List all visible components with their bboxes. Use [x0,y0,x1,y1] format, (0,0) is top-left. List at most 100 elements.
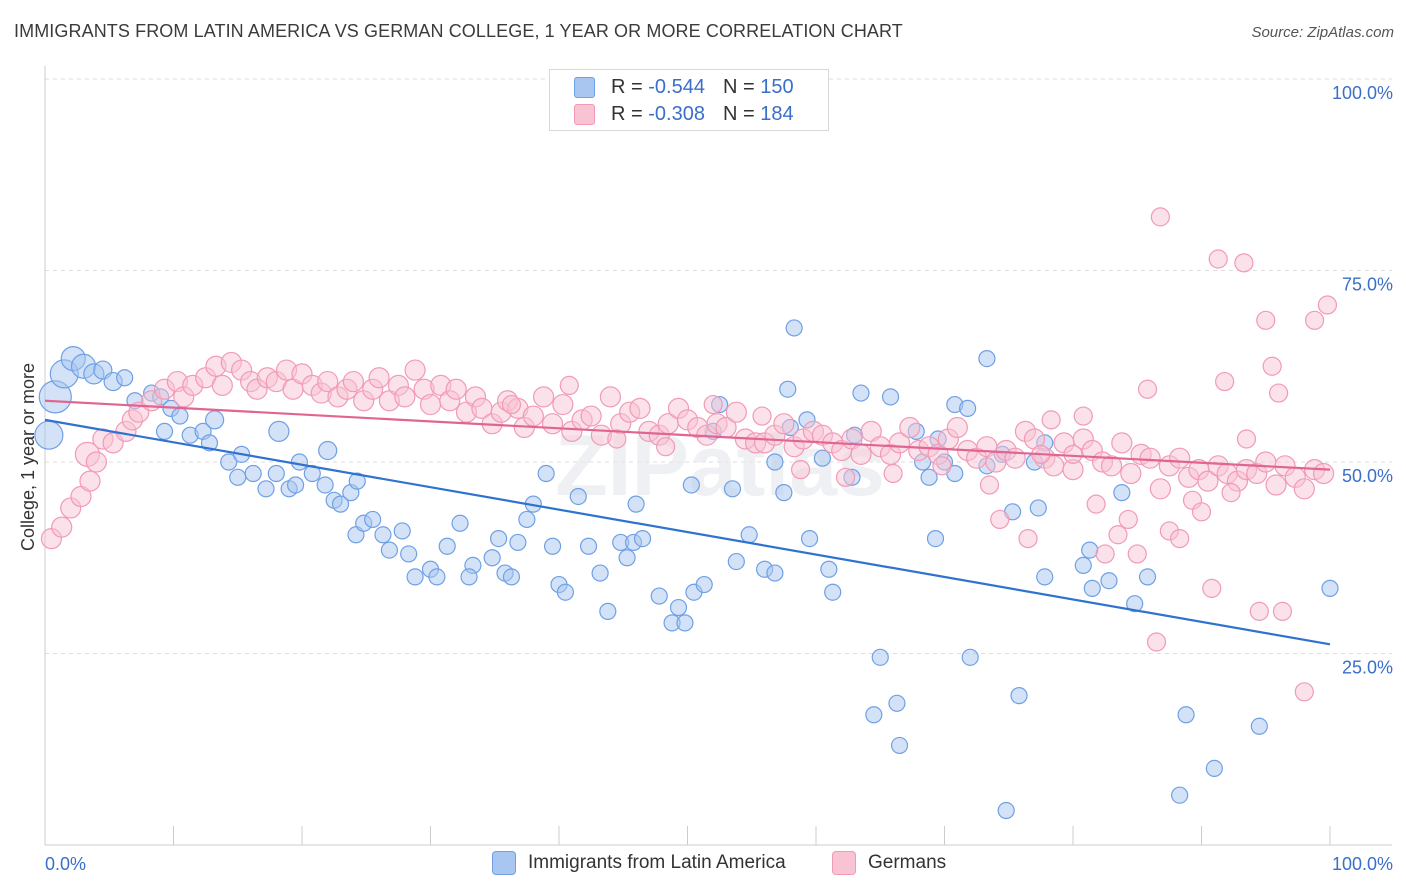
data-point [569,487,587,506]
data-point [766,453,784,471]
data-point [406,568,424,586]
data-point [1029,499,1047,517]
data-point [1137,379,1158,399]
data-point [380,541,398,559]
data-point [1018,528,1038,549]
data-point [316,476,334,494]
data-point [116,369,134,387]
data-point [1111,432,1133,454]
data-point [1146,632,1167,652]
legend-n-value-germans: 184 [760,102,794,125]
data-point [502,568,521,586]
data-point [348,472,366,490]
data-point [1312,462,1335,485]
data-point [813,449,832,467]
data-point [871,648,889,666]
data-point [1202,578,1222,598]
data-point [1138,568,1157,586]
data-point [618,549,636,567]
data-point [1063,444,1083,464]
data-point [1108,525,1128,545]
axes [44,66,1392,846]
data-point [932,456,952,476]
data-point [1086,494,1106,514]
series-immigrants-points [34,319,1339,820]
data-point [404,359,426,381]
data-point [1126,595,1144,613]
data-point [368,367,390,389]
chart-title: IMMIGRANTS FROM LATIN AMERICA VS GERMAN … [14,21,903,41]
legend-n-label: N = [722,75,755,98]
data-point [1191,502,1212,522]
data-point [627,495,645,513]
data-point [961,648,979,666]
data-point [1205,759,1223,778]
data-point [364,510,382,529]
data-point [695,575,713,594]
data-point [490,529,508,548]
data-point [1081,541,1099,559]
legend-row-germans: R = -0.308 N = 184 [574,102,794,126]
data-point [1177,706,1195,724]
legend-r-label: R = [611,75,643,98]
data-point [317,370,339,393]
data-point [1249,601,1269,621]
bottom-legend-germans: Germans [832,851,946,875]
data-point [244,464,262,483]
trend-line-germans [44,399,1331,471]
data-point [599,602,617,620]
data-point [229,468,247,486]
data-point [865,706,883,724]
data-point [824,583,842,601]
x-tick-labels: 0.0% 100.0% [45,854,1393,874]
trend-line-immigrants [44,418,1331,646]
data-point [1262,356,1282,376]
data-point [1255,451,1277,473]
data-point [428,568,446,586]
data-point [656,437,676,457]
data-point [790,460,811,480]
data-point [881,388,900,406]
data-point [752,406,772,426]
legend-r-label: R = [611,102,643,125]
data-point [543,537,562,555]
data-point [342,370,364,393]
y-axis-label: College, 1 year or more [18,363,38,551]
x-tick-label-min: 0.0% [45,854,86,874]
data-point [1256,310,1276,330]
bottom-legend-swatch-immigrants [492,851,516,875]
data-point [591,564,609,582]
data-point [374,526,392,544]
trend-lines [44,399,1331,646]
data-point [599,386,622,408]
data-point [1171,786,1189,804]
data-point [1221,483,1241,503]
data-point [883,463,903,484]
data-point [1236,429,1257,449]
correlation-legend: R = -0.544 N = 150 R = -0.308 N = 184 [549,69,829,131]
y-tick-label: 75.0% [1342,275,1393,295]
data-point [1304,310,1325,330]
data-point [1215,371,1235,392]
data-point [290,453,309,471]
data-point [79,470,101,492]
data-point [740,526,758,544]
data-point [990,509,1010,530]
data-point [257,480,275,498]
bottom-legend-label-germans: Germans [868,852,947,873]
data-point [899,416,921,439]
data-point [779,380,797,398]
data-point [1197,470,1219,492]
data-point [220,453,238,471]
data-point [400,545,418,563]
data-point [483,549,501,567]
data-point [959,399,977,417]
data-point [1010,687,1028,705]
data-point [607,429,627,449]
data-point [286,476,305,494]
data-point [766,564,784,582]
data-point [580,405,602,427]
data-point [268,420,290,442]
legend-n-label: N = [722,102,755,125]
data-point [532,386,555,408]
